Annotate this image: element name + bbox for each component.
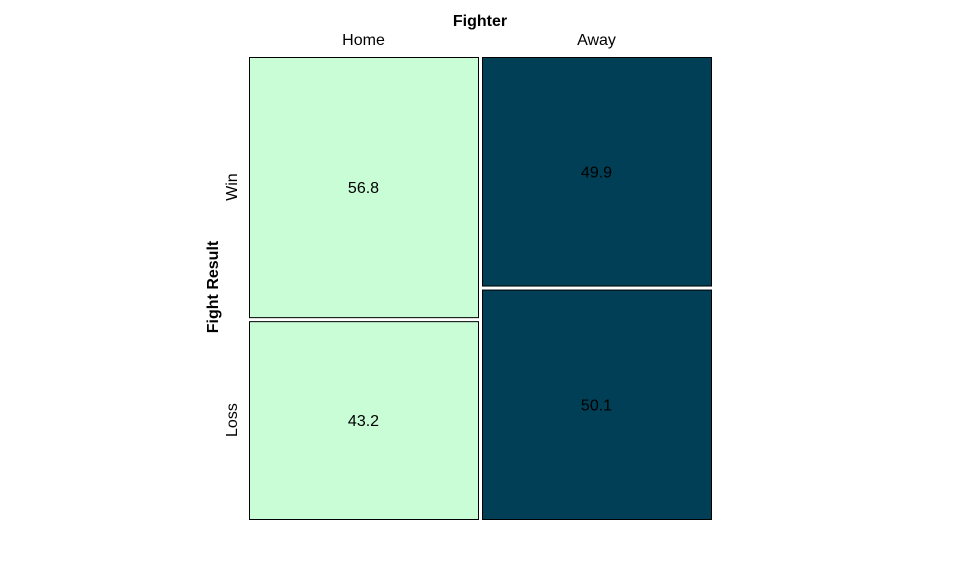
cell-away-win — [482, 57, 712, 287]
cell-label-home-loss: 43.2 — [348, 413, 379, 430]
row-label-loss: Loss — [224, 403, 241, 437]
cell-label-away-win: 49.9 — [581, 164, 612, 181]
column-label-away: Away — [577, 32, 616, 49]
y-axis-title: Fight Result — [205, 240, 222, 333]
column-label-home: Home — [342, 32, 385, 49]
cell-away-loss — [482, 289, 712, 520]
cell-home-win — [249, 57, 479, 319]
row-label-win: Win — [224, 173, 241, 201]
x-axis-title: Fighter — [453, 13, 507, 30]
cell-label-away-loss: 50.1 — [581, 397, 612, 414]
cell-label-home-win: 56.8 — [348, 180, 379, 197]
cell-home-loss — [249, 321, 479, 521]
